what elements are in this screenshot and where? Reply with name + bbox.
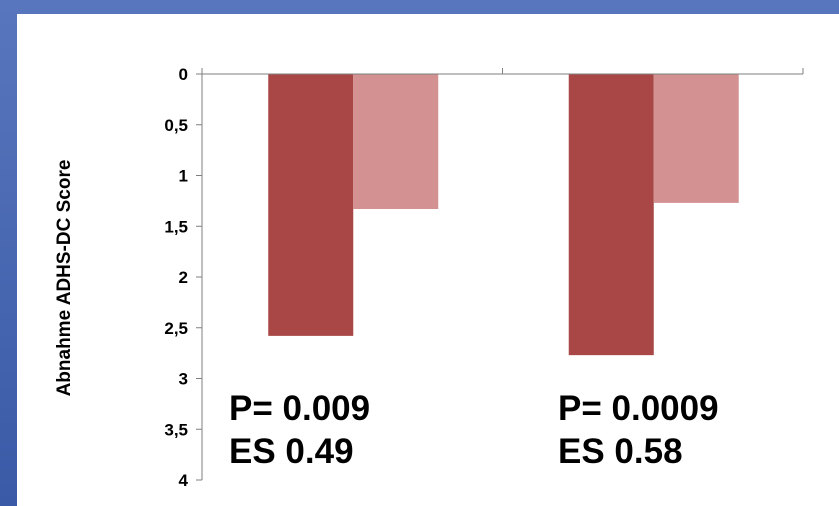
bar — [353, 74, 439, 209]
p-value-label: P= 0.0009 — [558, 389, 719, 428]
bars — [268, 74, 739, 356]
annotations: P= 0.009 ES 0.49 P= 0.0009 ES 0.58 — [229, 389, 719, 471]
y-tick-label: 1,5 — [164, 217, 188, 236]
y-tick-label: 1 — [179, 167, 188, 186]
y-tick-label: 0,5 — [164, 116, 188, 135]
y-tick-label: 0 — [179, 65, 188, 84]
y-tick-label: 3 — [179, 370, 188, 389]
axes — [196, 68, 804, 481]
y-tick-label: 2 — [179, 268, 188, 287]
y-tick-label: 2,5 — [164, 319, 188, 338]
y-axis-label: Abnahme ADHS-DC Score — [54, 160, 75, 397]
y-tick-label: 3,5 — [164, 420, 188, 439]
bar — [653, 74, 739, 203]
effect-size-label: ES 0.49 — [229, 432, 354, 471]
effect-size-label: ES 0.58 — [558, 432, 683, 471]
p-value-label: P= 0.009 — [229, 389, 370, 428]
y-tick-label: 4 — [179, 471, 189, 490]
y-tick-labels: 0 0,5 1 1,5 2 2,5 3 3,5 4 — [164, 65, 188, 490]
bar — [568, 74, 654, 356]
bar — [268, 74, 354, 336]
